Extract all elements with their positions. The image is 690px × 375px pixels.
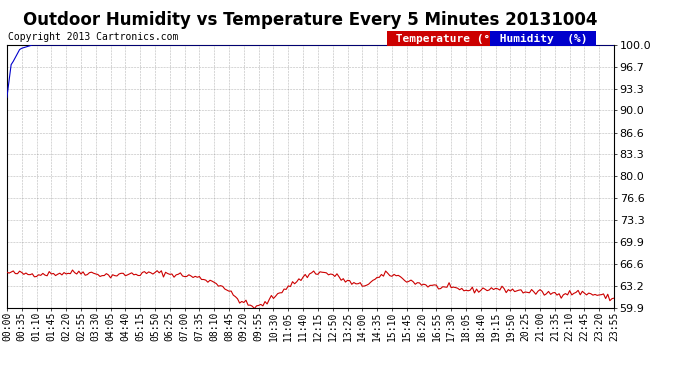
Text: Outdoor Humidity vs Temperature Every 5 Minutes 20131004: Outdoor Humidity vs Temperature Every 5 … <box>23 11 598 29</box>
Text: Temperature (°F): Temperature (°F) <box>389 34 511 44</box>
Text: Copyright 2013 Cartronics.com: Copyright 2013 Cartronics.com <box>8 32 178 42</box>
Text: Humidity  (%): Humidity (%) <box>493 34 594 44</box>
